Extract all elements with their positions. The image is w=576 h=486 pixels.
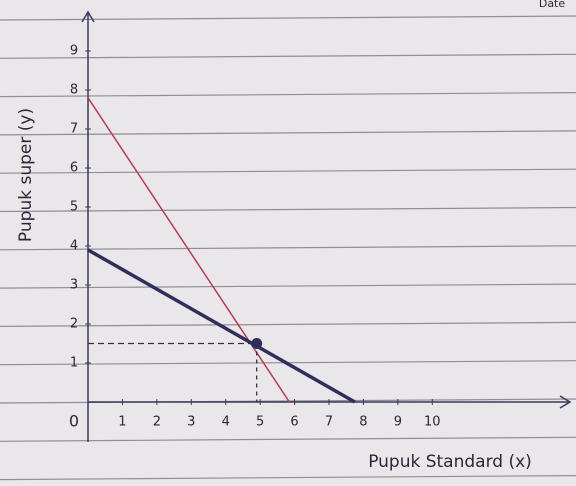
ruled-line [0, 436, 576, 442]
ruled-line [0, 206, 576, 213]
ruled-line [0, 245, 576, 251]
y-tick-label: 9 [70, 44, 78, 59]
x-tick-label: 8 [359, 415, 367, 430]
x-tick-label: 3 [187, 415, 195, 430]
ruled-line [0, 168, 576, 174]
ruled-line [0, 283, 576, 289]
y-axis-label: Pupuk super (y) [16, 108, 36, 242]
x-tick-label: 5 [256, 415, 264, 430]
x-tick-label: 9 [394, 415, 402, 430]
y-tick-label: 7 [70, 122, 78, 137]
y-tick-label: 1 [70, 356, 78, 371]
y-tick-label: 2 [70, 317, 78, 332]
x-tick-label: 4 [222, 415, 230, 430]
x-arrow [559, 395, 572, 409]
y-tick-label: 8 [70, 83, 78, 98]
x-tick-label: 6 [290, 415, 298, 430]
intersection-point [251, 338, 263, 349]
data-line [87, 248, 356, 404]
x-tick-label: 10 [424, 415, 441, 430]
ruled-line [0, 92, 576, 98]
ruled-line [0, 53, 576, 59]
y-tick-label: 5 [70, 200, 78, 215]
y-tick-label: 6 [70, 161, 78, 176]
ruled-line [0, 321, 576, 327]
x-tick-label: 0 [69, 412, 79, 431]
y-arrow [81, 10, 95, 23]
ruled-line [0, 15, 576, 21]
x-axis-label: Pupuk Standard (x) [368, 452, 532, 472]
x-tick-label: 2 [153, 415, 161, 430]
x-tick-label: 7 [325, 415, 333, 430]
date-label: Date [539, 0, 566, 10]
y-tick-label: 4 [70, 239, 78, 254]
data-line [87, 97, 291, 403]
ruled-line [0, 130, 576, 136]
y-tick-label: 3 [70, 278, 78, 293]
x-tick-label: 1 [118, 415, 126, 430]
ruled-line [0, 475, 576, 481]
